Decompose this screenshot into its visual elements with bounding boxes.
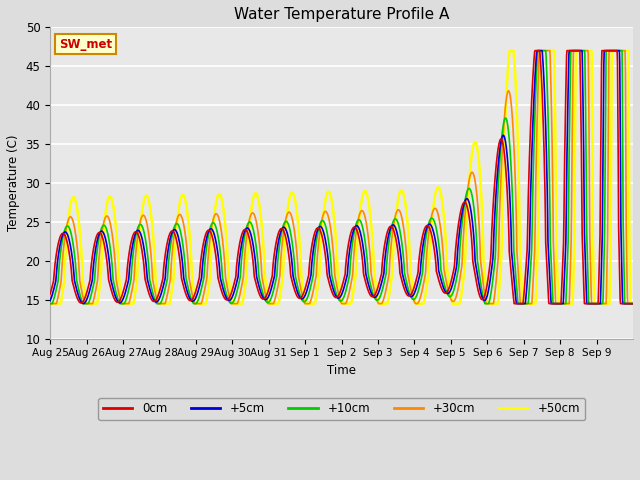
+50cm: [138, 215, 145, 221]
+30cm: [46, 301, 54, 307]
0cm: [629, 301, 637, 307]
Line: +30cm: +30cm: [50, 50, 633, 304]
+10cm: [138, 222, 145, 228]
X-axis label: Time: Time: [327, 364, 356, 377]
+10cm: [316, 223, 323, 229]
+5cm: [316, 224, 323, 230]
+5cm: [622, 301, 630, 307]
Line: +5cm: +5cm: [50, 50, 633, 304]
+10cm: [629, 301, 637, 307]
+30cm: [622, 142, 630, 147]
+30cm: [138, 215, 145, 221]
0cm: [531, 48, 539, 53]
+5cm: [533, 48, 541, 53]
+50cm: [629, 301, 637, 307]
+10cm: [534, 48, 541, 53]
Line: 0cm: 0cm: [50, 50, 633, 304]
+50cm: [565, 301, 573, 307]
+30cm: [565, 301, 573, 307]
+10cm: [46, 301, 54, 307]
+10cm: [479, 294, 487, 300]
Y-axis label: Temperature (C): Temperature (C): [7, 135, 20, 231]
+50cm: [326, 192, 334, 197]
+30cm: [479, 279, 487, 285]
+30cm: [316, 233, 323, 239]
+5cm: [479, 297, 487, 302]
Title: Water Temperature Profile A: Water Temperature Profile A: [234, 7, 449, 22]
Line: +10cm: +10cm: [50, 50, 633, 304]
+10cm: [565, 172, 573, 178]
0cm: [138, 243, 145, 249]
+10cm: [622, 301, 630, 307]
+30cm: [326, 224, 334, 230]
Legend: 0cm, +5cm, +10cm, +30cm, +50cm: 0cm, +5cm, +10cm, +30cm, +50cm: [98, 397, 585, 420]
0cm: [565, 48, 573, 53]
+5cm: [46, 298, 54, 304]
0cm: [316, 226, 323, 232]
+50cm: [506, 48, 513, 53]
+30cm: [536, 48, 543, 53]
0cm: [326, 284, 334, 290]
+50cm: [622, 48, 630, 53]
0cm: [46, 291, 54, 297]
+30cm: [629, 301, 637, 307]
0cm: [510, 301, 518, 307]
+5cm: [326, 276, 334, 282]
+5cm: [138, 233, 145, 239]
0cm: [479, 296, 487, 302]
Text: SW_met: SW_met: [59, 37, 112, 50]
+50cm: [479, 237, 487, 243]
+10cm: [326, 254, 334, 260]
+5cm: [565, 48, 573, 53]
+5cm: [629, 301, 637, 307]
0cm: [622, 301, 630, 307]
+5cm: [513, 301, 520, 307]
+50cm: [316, 272, 323, 278]
+50cm: [46, 301, 54, 307]
Line: +50cm: +50cm: [50, 50, 633, 304]
